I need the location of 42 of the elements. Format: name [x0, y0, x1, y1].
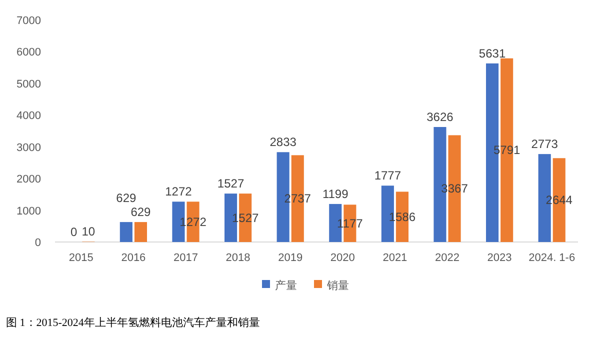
- x-tick-label: 2015: [68, 252, 94, 264]
- legend-label: 销量: [326, 280, 349, 292]
- data-label: 629: [130, 205, 152, 220]
- bar: [120, 222, 132, 242]
- legend-label: 产量: [275, 279, 297, 292]
- data-label: 3367: [441, 182, 468, 196]
- x-tick-label: 2019: [278, 252, 303, 264]
- x-tick-label: 2021: [382, 252, 408, 264]
- data-label: 5791: [493, 143, 520, 158]
- data-label: 10: [82, 224, 96, 239]
- data-label: 2773: [531, 137, 558, 152]
- data-label: 0: [70, 225, 78, 239]
- data-label: 2833: [270, 135, 297, 150]
- y-tick-label: 4000: [16, 110, 41, 122]
- data-label: 1586: [388, 210, 416, 224]
- data-label: 1527: [217, 176, 244, 191]
- y-tick-label: 3000: [16, 142, 41, 154]
- y-tick-label: 7000: [16, 15, 41, 27]
- x-tick-label: 2016: [121, 252, 146, 264]
- y-tick-label: 2000: [16, 174, 41, 186]
- data-label: 1777: [374, 168, 402, 183]
- data-label: 1272: [180, 214, 207, 229]
- caption: 图 1：2015-2024年上半年氢燃料电池汽车产量和销量: [6, 316, 260, 329]
- data-label: 629: [116, 191, 137, 206]
- x-tick-label: 2022: [435, 252, 460, 264]
- bar: [134, 222, 147, 242]
- x-tick-label: 2020: [330, 252, 355, 264]
- x-tick-label: 2017: [174, 252, 198, 264]
- y-tick-label: 1000: [16, 205, 41, 218]
- y-tick-label: 0: [34, 237, 41, 249]
- data-label: 3626: [426, 110, 454, 124]
- data-label: 1527: [232, 210, 259, 225]
- data-label: 1272: [165, 184, 192, 199]
- y-tick-label: 5000: [16, 78, 41, 90]
- x-tick-label: 2018: [226, 252, 250, 264]
- y-tick-label: 6000: [16, 46, 41, 59]
- data-label: 2737: [284, 192, 312, 206]
- data-label: 5631: [478, 46, 506, 60]
- x-tick-label: 2023: [487, 252, 512, 264]
- data-label: 1199: [322, 186, 349, 201]
- data-label: 2644: [546, 193, 573, 208]
- x-tick-label: 2024. 1-6: [528, 252, 576, 264]
